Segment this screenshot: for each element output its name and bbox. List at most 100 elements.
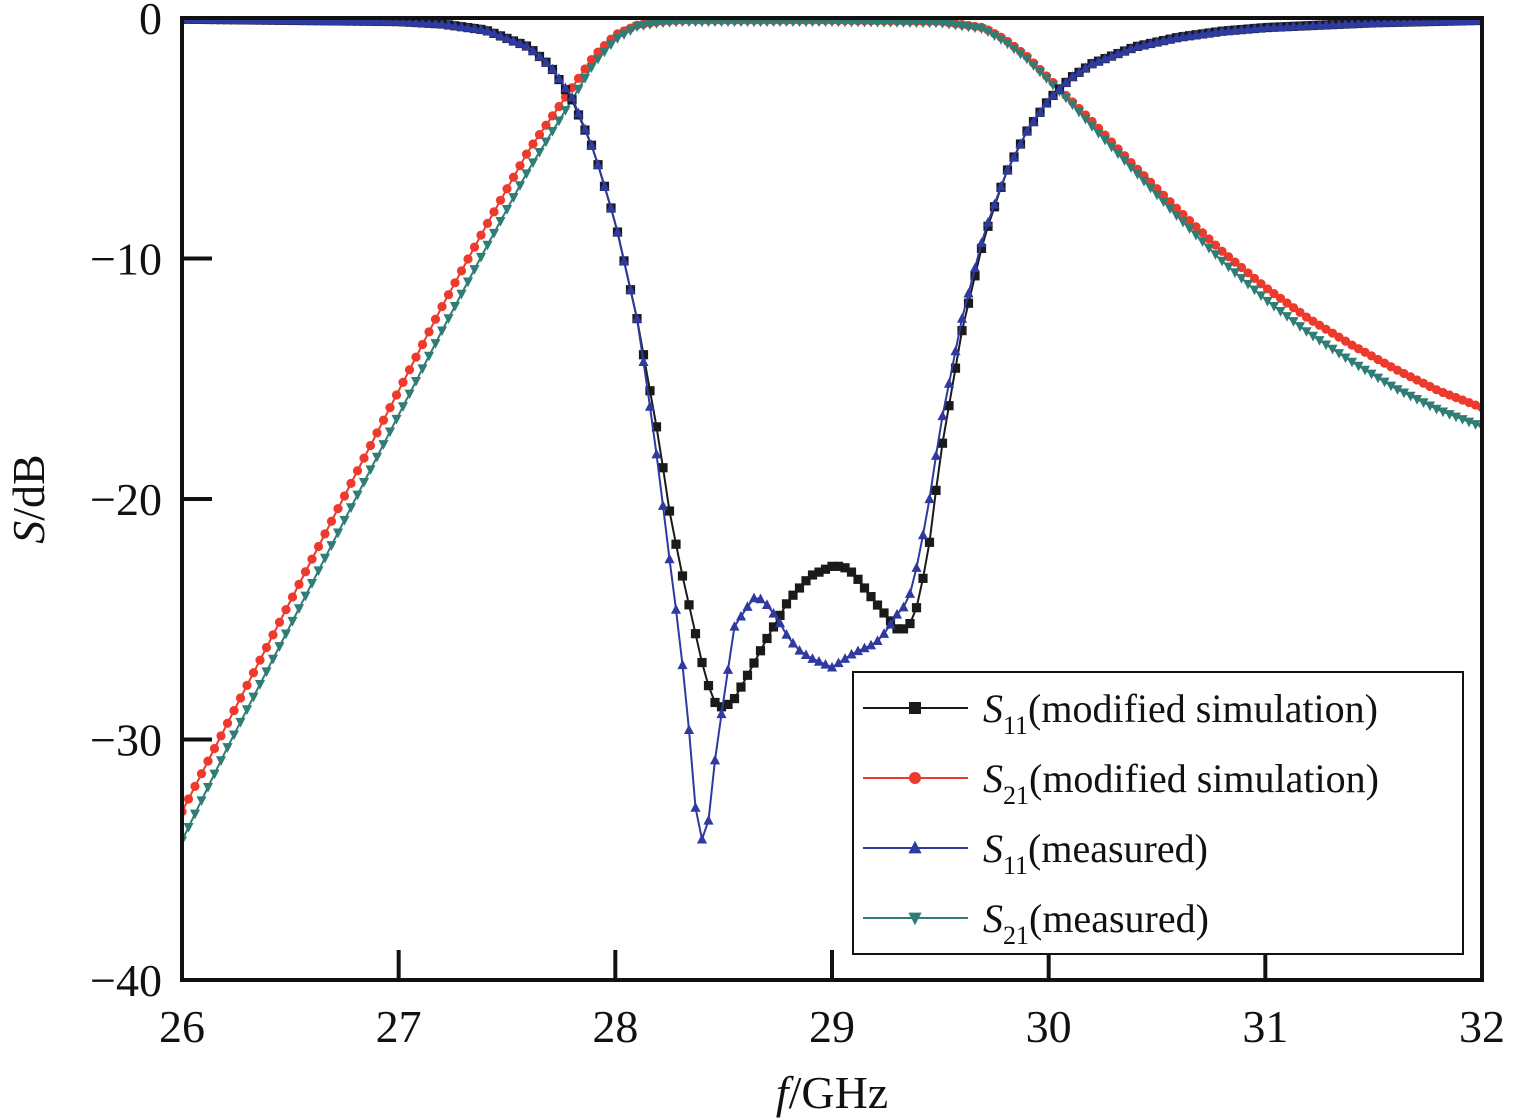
data-point-marker — [241, 705, 253, 715]
data-point-marker — [671, 539, 681, 549]
data-point-marker — [475, 252, 487, 263]
data-point-marker — [723, 18, 733, 28]
data-point-marker — [833, 18, 844, 28]
data-point-marker — [358, 478, 370, 488]
data-point-marker — [352, 466, 363, 476]
data-point-marker — [658, 463, 668, 473]
data-point-marker — [404, 18, 415, 27]
data-point-marker — [891, 18, 903, 28]
data-point-marker — [398, 377, 408, 387]
data-point-marker — [911, 18, 922, 29]
data-point-marker — [417, 339, 428, 350]
data-point-marker — [209, 769, 220, 780]
data-point-marker — [1002, 39, 1013, 50]
legend-item: S11(modified simulation) — [863, 686, 1378, 740]
data-point-marker — [995, 180, 1007, 191]
data-point-marker — [306, 579, 318, 589]
data-point-marker — [749, 658, 759, 668]
data-point-marker — [794, 644, 805, 655]
data-point-marker — [827, 561, 837, 571]
legend: S11(modified simulation) S21(modified sim… — [852, 671, 1464, 955]
data-point-marker — [1034, 106, 1046, 117]
data-point-marker — [1210, 250, 1221, 260]
data-point-marker — [540, 56, 552, 67]
data-point-marker — [293, 604, 305, 614]
data-point-marker — [1236, 274, 1247, 284]
data-point-marker — [989, 31, 1000, 41]
data-point-marker — [963, 287, 974, 298]
data-point-marker — [515, 161, 525, 171]
data-point-marker — [553, 73, 565, 83]
data-point-marker — [651, 19, 662, 29]
data-point-marker — [424, 327, 434, 337]
data-point-marker — [1275, 307, 1286, 317]
data-point-marker — [463, 254, 473, 264]
data-point-marker — [931, 485, 941, 495]
legend-label: S21(measured) — [983, 896, 1209, 950]
data-point-marker — [443, 19, 454, 30]
series-line — [182, 18, 1482, 708]
data-point-marker — [749, 18, 759, 28]
data-point-marker — [586, 55, 597, 65]
data-point-marker — [488, 228, 500, 239]
data-point-marker — [918, 573, 928, 583]
data-point-marker — [378, 415, 389, 425]
data-point-marker — [709, 754, 721, 765]
data-point-marker — [242, 680, 252, 690]
data-point-marker — [508, 172, 519, 182]
data-point-marker — [814, 18, 824, 28]
data-point-marker — [495, 195, 506, 205]
data-point-marker — [514, 37, 526, 48]
x-tick-label: 32 — [1459, 1001, 1505, 1052]
data-point-marker — [859, 583, 870, 593]
data-point-marker — [248, 668, 259, 678]
data-point-marker — [190, 781, 200, 791]
data-point-marker — [670, 604, 682, 614]
data-point-marker — [1217, 246, 1227, 256]
data-point-marker — [696, 833, 708, 844]
data-point-marker — [1041, 74, 1052, 84]
data-point-marker — [1275, 21, 1286, 32]
data-point-marker — [690, 802, 701, 812]
data-point-marker — [697, 18, 707, 28]
data-point-marker — [853, 574, 863, 584]
data-point-marker — [235, 693, 246, 703]
data-point-marker — [1093, 128, 1104, 139]
data-point-marker — [937, 410, 948, 421]
data-point-marker — [1269, 289, 1279, 299]
data-point-marker — [787, 637, 799, 648]
data-point-marker — [410, 377, 422, 387]
data-point-marker — [254, 680, 266, 690]
data-point-marker — [723, 699, 733, 709]
data-point-marker — [534, 130, 545, 140]
data-point-marker — [521, 40, 532, 51]
data-point-marker — [1366, 369, 1377, 380]
data-point-marker — [1223, 252, 1234, 262]
data-point-marker — [1314, 336, 1325, 346]
x-tick-label: 26 — [159, 1001, 205, 1052]
data-point-marker — [482, 25, 493, 36]
data-point-marker — [326, 516, 337, 526]
data-point-marker — [560, 106, 571, 116]
data-point-marker — [456, 289, 467, 300]
data-point-marker — [1333, 349, 1345, 359]
data-point-marker — [742, 601, 753, 611]
data-point-marker — [644, 401, 656, 411]
data-point-marker — [1171, 211, 1182, 221]
data-point-marker — [183, 823, 194, 833]
data-point-marker — [1327, 19, 1338, 29]
x-tick-label: 31 — [1242, 1001, 1288, 1052]
x-tick-label: 27 — [376, 1001, 422, 1052]
data-point-marker — [671, 18, 681, 28]
data-point-marker — [462, 22, 474, 32]
data-point-marker — [449, 20, 461, 30]
data-point-marker — [807, 18, 818, 28]
data-point-marker — [710, 697, 720, 708]
data-point-marker — [1190, 230, 1202, 241]
data-point-marker — [781, 18, 792, 28]
data-point-marker — [294, 579, 304, 589]
data-point-marker — [430, 18, 441, 28]
data-point-marker — [501, 32, 513, 43]
data-point-marker — [417, 18, 428, 28]
data-point-marker — [482, 218, 493, 228]
